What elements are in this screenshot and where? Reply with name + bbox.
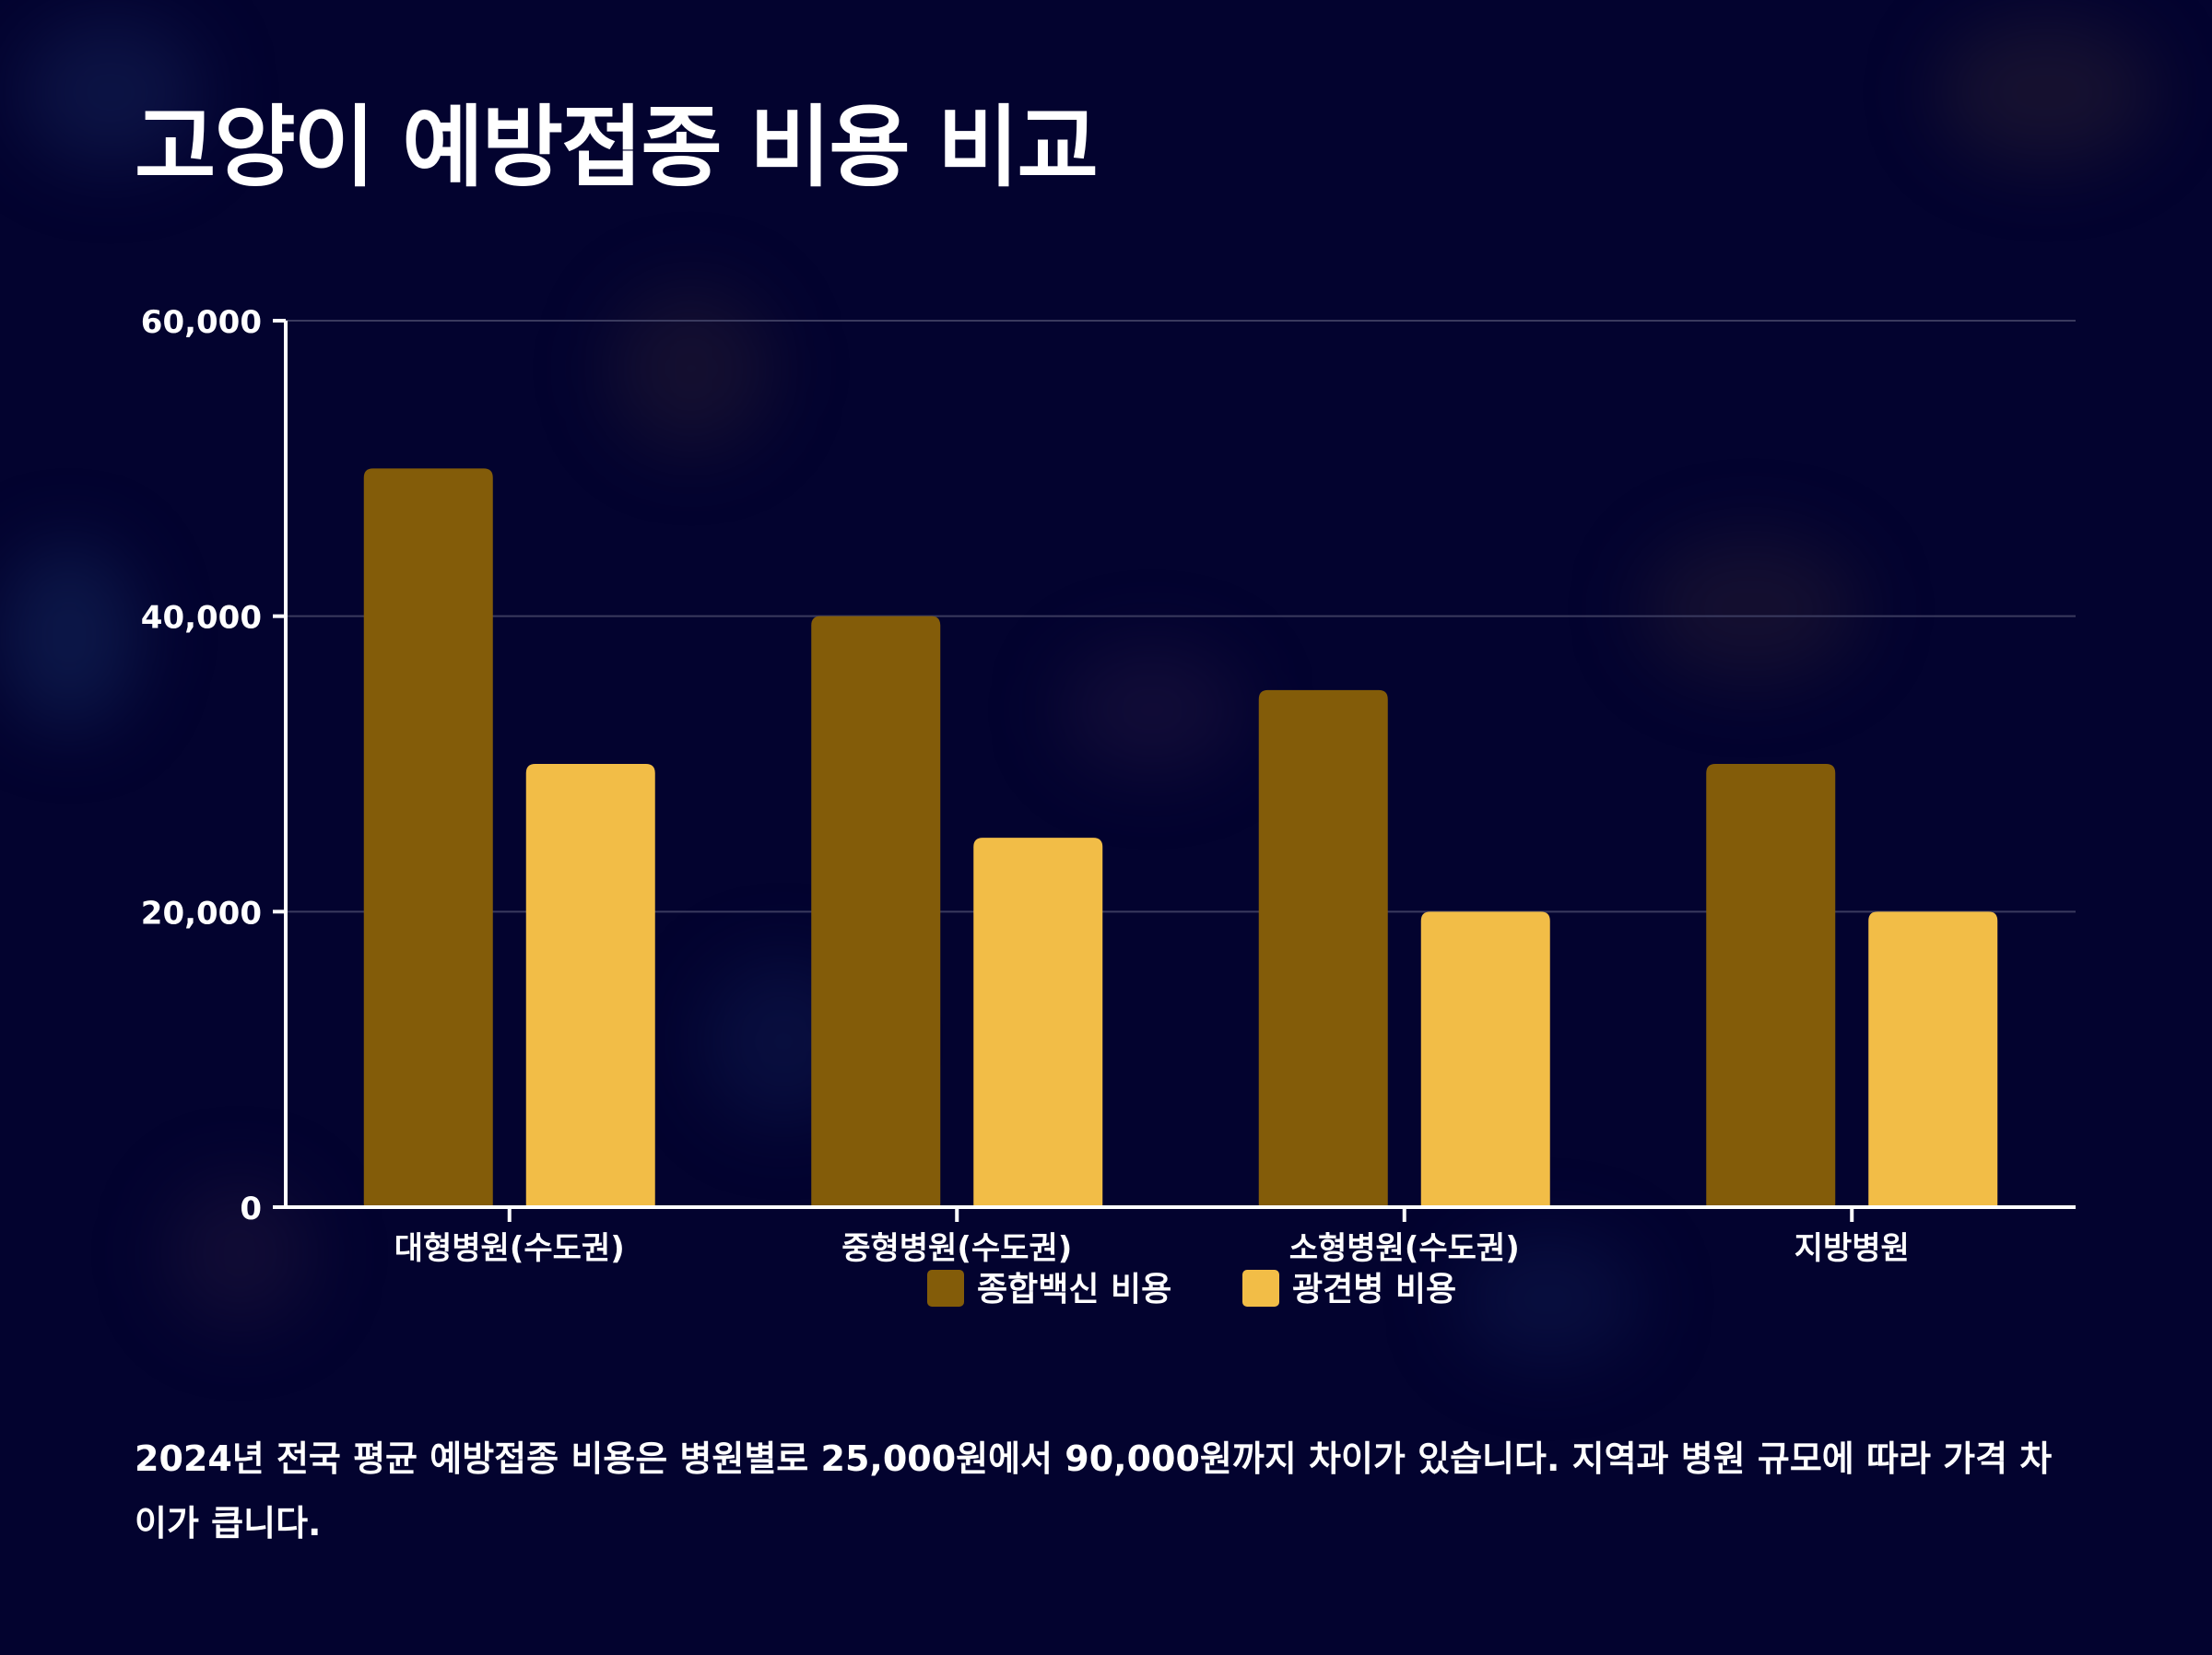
bar-rabies-3 <box>1868 911 1998 1207</box>
x-tick-label: 대형병원(수도권) <box>394 1230 625 1267</box>
x-tick-label: 소형병원(수도권) <box>1289 1230 1520 1267</box>
axes <box>273 319 2076 1222</box>
y-tick-label: 40,000 <box>141 600 262 637</box>
chart-caption: 2024년 전국 평균 예방접종 비용은 병원별로 25,000원에서 90,0… <box>135 1438 2053 1543</box>
legend-label: 광견병 비용 <box>1292 1271 1456 1309</box>
legend: 종합백신 비용 광견병 비용 <box>927 1270 1456 1309</box>
x-tick-label: 지방병원 <box>1794 1230 1910 1267</box>
bar-rabies-0 <box>525 764 655 1207</box>
bar-combo-vaccine-3 <box>1706 764 1836 1207</box>
bar-rabies-1 <box>973 838 1103 1207</box>
y-tick-label: 0 <box>240 1191 262 1227</box>
x-tick-label: 중형병원(수도권) <box>841 1230 1072 1267</box>
tick-labels: 0 20,000 40,000 60,000 대형병원(수도권) 중형병원(수도권) 소형병… <box>141 304 1910 1267</box>
y-tick-label: 60,000 <box>141 304 262 341</box>
legend-label: 종합백신 비용 <box>977 1271 1171 1309</box>
chart-title: 고양이 예방접종 비용 비교 <box>135 96 1099 199</box>
bar-combo-vaccine-0 <box>363 468 493 1207</box>
legend-swatch <box>927 1270 964 1307</box>
bars <box>363 468 1998 1207</box>
bar-combo-vaccine-1 <box>811 616 941 1207</box>
legend-swatch <box>1242 1270 1279 1307</box>
bar-combo-vaccine-2 <box>1258 689 1388 1207</box>
bar-rabies-2 <box>1420 911 1550 1207</box>
y-tick-label: 20,000 <box>141 895 262 932</box>
